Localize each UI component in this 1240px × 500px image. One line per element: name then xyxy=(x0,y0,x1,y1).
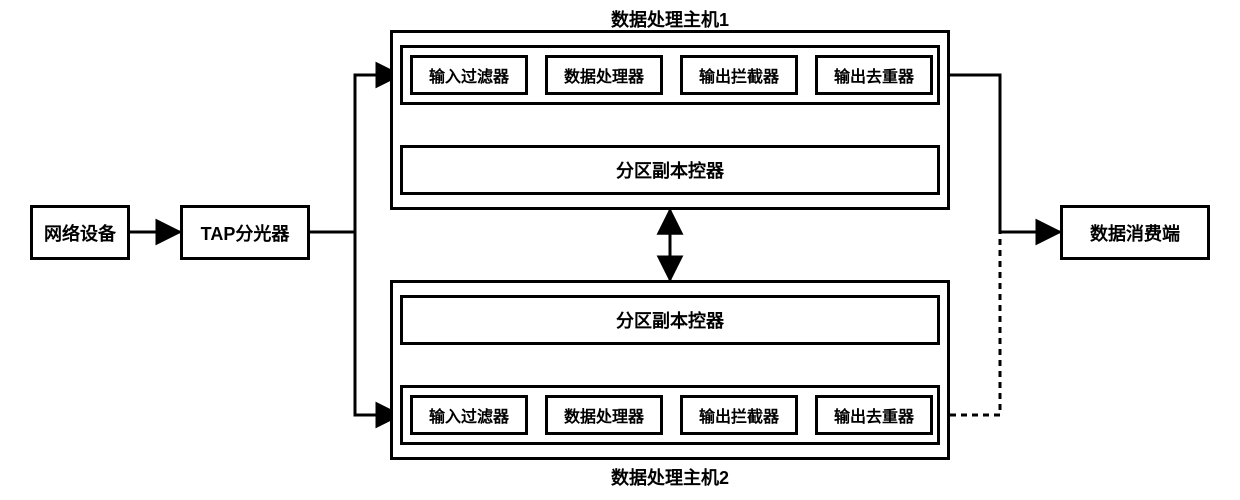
host1-in-filter: 输入过滤器 xyxy=(410,55,528,95)
label-host2: 数据处理主机2 xyxy=(390,464,950,490)
host1-out-block: 输出拦截器 xyxy=(680,55,798,95)
host1-controller: 分区副本控器 xyxy=(400,145,940,195)
host2-controller: 分区副本控器 xyxy=(400,295,940,345)
host2-in-filter: 输入过滤器 xyxy=(410,395,528,435)
host1-out-dedup: 输出去重器 xyxy=(815,55,933,95)
label-consumer: 数据消费端 xyxy=(1090,220,1180,246)
node-tap-splitter: TAP分光器 xyxy=(180,205,310,260)
host2-processor: 数据处理器 xyxy=(545,395,663,435)
host2-out-dedup: 输出去重器 xyxy=(815,395,933,435)
node-net-device: 网络设备 xyxy=(30,205,130,260)
host1-processor: 数据处理器 xyxy=(545,55,663,95)
label-host1: 数据处理主机1 xyxy=(390,6,950,32)
label-net-device: 网络设备 xyxy=(44,220,116,246)
label-tap-splitter: TAP分光器 xyxy=(201,220,290,246)
host2-out-block: 输出拦截器 xyxy=(680,395,798,435)
node-consumer: 数据消费端 xyxy=(1060,205,1210,260)
